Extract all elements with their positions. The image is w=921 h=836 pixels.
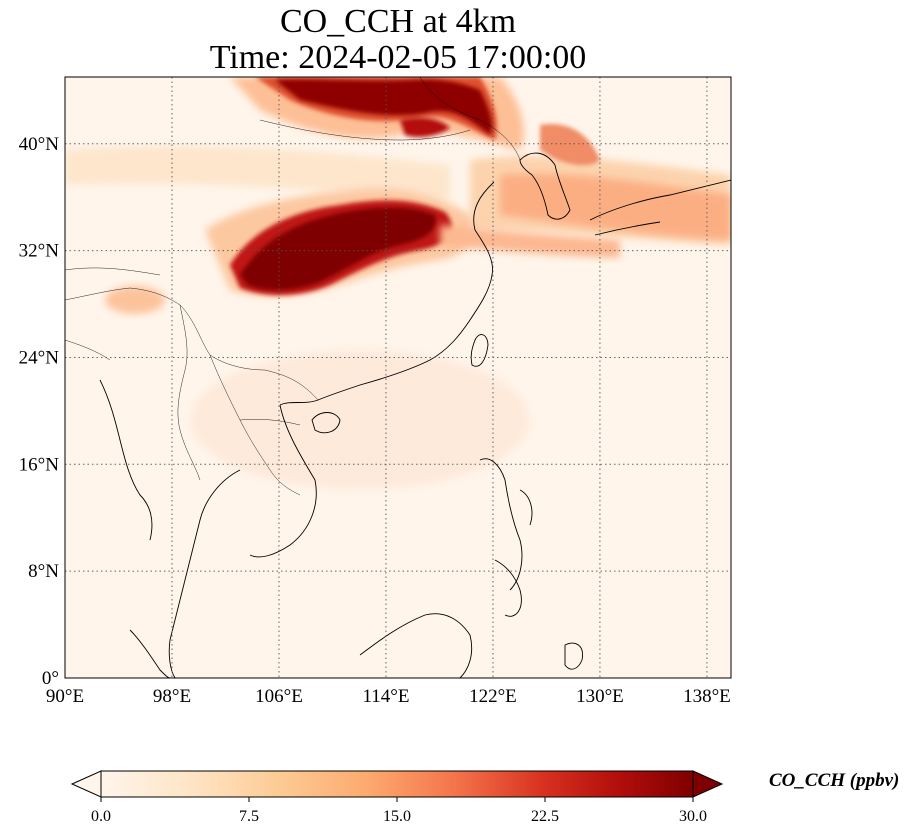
colorbar-label: CO_CCH (ppbv) [769, 770, 900, 791]
x-tick-label: 106°E [255, 686, 303, 707]
x-axis-ticks: 90°E 98°E 106°E 114°E 122°E 130°E 138°E [46, 686, 731, 707]
y-tick-label: 8°N [28, 561, 59, 582]
y-tick-label: 24°N [19, 347, 60, 368]
x-tick-label: 122°E [469, 686, 517, 707]
map-panel [65, 77, 731, 678]
colorbar-tick-label: 15.0 [383, 808, 411, 825]
y-tick-label: 32°N [19, 241, 60, 262]
y-tick-label: 0° [42, 668, 59, 689]
map-frame [64, 76, 732, 679]
colorbar-extend-min [70, 770, 102, 798]
colorbar: 0.0 7.5 15.0 22.5 30.0 [70, 770, 724, 825]
colorbar-extend-max [692, 770, 724, 798]
map-title-line-1: CO_CCH at 4km [279, 3, 517, 40]
colorbar-gradient [101, 771, 693, 797]
x-tick-label: 90°E [46, 686, 84, 707]
map-title-line-2: Time: 2024-02-05 17:00:00 [209, 39, 587, 76]
x-tick-label: 98°E [153, 686, 191, 707]
colorbar-tick-label: 7.5 [239, 808, 259, 825]
y-axis-ticks: 0° 8°N 16°N 24°N 32°N 40°N [19, 134, 60, 689]
y-tick-label: 16°N [19, 454, 60, 475]
gridlines [65, 77, 731, 678]
concentration-field [65, 77, 731, 490]
country-borders [65, 77, 521, 496]
x-tick-label: 114°E [362, 686, 409, 707]
colorbar-tick-label: 22.5 [531, 808, 559, 825]
coastlines [99, 152, 731, 678]
colorbar-ticks: 0.0 7.5 15.0 22.5 30.0 [91, 797, 707, 825]
x-tick-label: 130°E [576, 686, 624, 707]
colorbar-tick-label: 0.0 [91, 808, 111, 825]
colorbar-tick-label: 30.0 [679, 808, 707, 825]
x-tick-label: 138°E [683, 686, 731, 707]
y-tick-label: 40°N [19, 134, 60, 155]
